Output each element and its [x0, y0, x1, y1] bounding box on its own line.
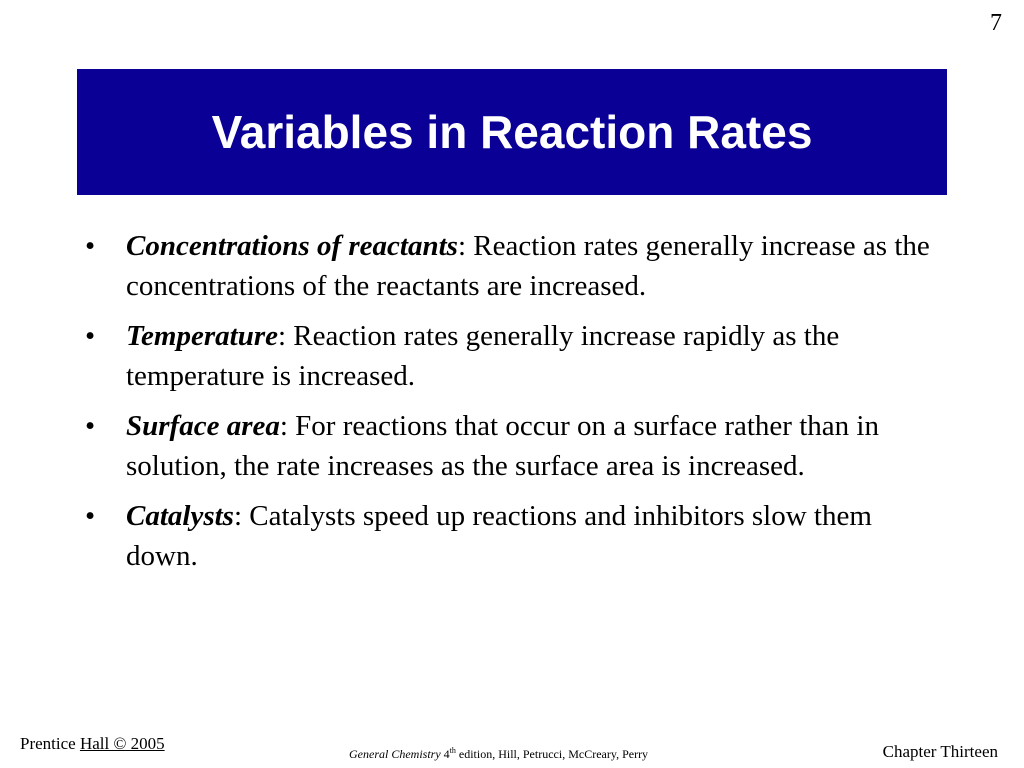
- publisher-prefix: Prentice: [20, 734, 80, 753]
- publisher-link[interactable]: Hall © 2005: [79, 734, 165, 753]
- bullet-text: : Catalysts speed up reactions and inhib…: [126, 500, 872, 572]
- footer-citation: General Chemistry 4th edition, Hill, Pet…: [349, 746, 648, 762]
- bullet-dot-icon: •: [85, 230, 96, 262]
- footer-chapter: Chapter Thirteen: [882, 742, 998, 761]
- bullet-item-concentrations: • Concentrations of reactants: Reaction …: [85, 226, 945, 306]
- edition-suffix: th: [449, 746, 456, 755]
- bullet-item-catalysts: • Catalysts: Catalysts speed up reaction…: [85, 496, 945, 576]
- slide-title: Variables in Reaction Rates: [211, 106, 813, 158]
- bullet-text: : Reaction rates generally increase as t…: [126, 230, 930, 302]
- footer-publisher: Prentice Hall © 2005: [20, 734, 165, 754]
- edition-number: 4: [443, 747, 450, 761]
- bullet-term: Surface area: [126, 410, 280, 442]
- bullet-item-temperature: • Temperature: Reaction rates generally …: [85, 316, 945, 396]
- bullet-term: Temperature: [126, 320, 278, 352]
- bullet-list: • Concentrations of reactants: Reaction …: [85, 226, 945, 586]
- bullet-text: : Reaction rates generally increase rapi…: [126, 320, 840, 392]
- bullet-text: : For reactions that occur on a surface …: [126, 410, 879, 482]
- bullet-item-surface-area: • Surface area: For reactions that occur…: [85, 406, 945, 486]
- bullet-dot-icon: •: [85, 500, 96, 532]
- slide-number: 7: [990, 10, 1002, 36]
- book-title: General Chemistry: [349, 747, 441, 761]
- edition-authors: edition, Hill, Petrucci, McCreary, Perry: [455, 747, 649, 761]
- bullet-term: Concentrations of reactants: [126, 230, 458, 262]
- bullet-dot-icon: •: [85, 320, 96, 352]
- title-banner: Variables in Reaction Rates: [77, 69, 947, 195]
- bullet-term: Catalysts: [126, 500, 234, 532]
- bullet-dot-icon: •: [85, 410, 96, 442]
